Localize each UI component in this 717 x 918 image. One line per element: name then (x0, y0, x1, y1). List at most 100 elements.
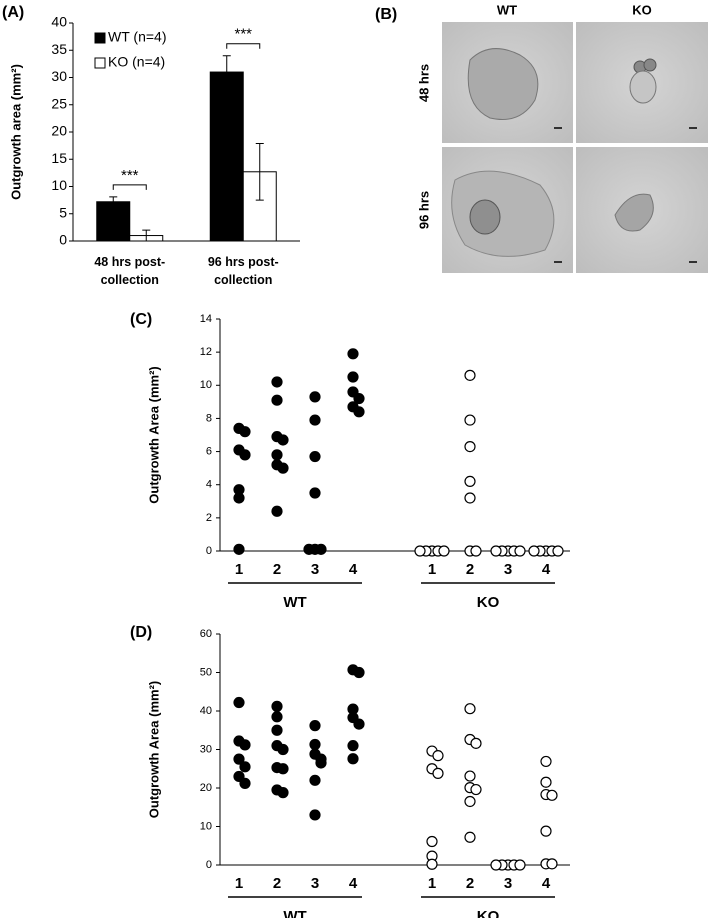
data-point (271, 700, 283, 712)
data-point (303, 543, 315, 555)
data-point (277, 462, 289, 474)
y-tick-label: 35 (51, 41, 67, 57)
data-point (233, 753, 245, 765)
cell-outgrowth (451, 170, 555, 257)
x-tick-label: 4 (542, 875, 551, 892)
y-tick-label: 0 (206, 545, 212, 557)
y-tick-label: 20 (51, 123, 67, 139)
data-point (514, 545, 526, 557)
annotation: *** (234, 26, 252, 43)
data-point (315, 757, 327, 769)
y-tick-label: 15 (51, 150, 67, 166)
x-tick-label: 1 (428, 561, 436, 578)
data-point (233, 696, 245, 709)
data-point (239, 739, 251, 751)
column-label: WT (497, 2, 517, 17)
error-bar (109, 196, 118, 208)
data-point (277, 763, 289, 775)
y-tick-label: 50 (200, 666, 212, 678)
data-point (271, 449, 283, 461)
data-point (464, 492, 476, 504)
error-bar (142, 229, 151, 242)
y-tick-label: 0 (206, 859, 212, 871)
data-point (309, 391, 321, 403)
panel-label: (B) (375, 6, 397, 23)
data-point (309, 738, 321, 751)
data-point (233, 543, 245, 555)
data-point (239, 449, 251, 461)
bar (209, 71, 244, 242)
data-point (514, 859, 526, 871)
x-tick-label: 2 (273, 561, 281, 578)
panel-label: (A) (2, 4, 24, 21)
y-tick-label: 8 (206, 412, 212, 424)
data-point (271, 711, 283, 723)
cell (643, 58, 657, 72)
y-tick-label: 60 (200, 628, 212, 640)
data-point (233, 492, 245, 504)
y-tick-label: 10 (200, 379, 212, 391)
y-tick-label: 40 (51, 14, 67, 30)
data-point (271, 376, 283, 388)
data-point (271, 724, 283, 736)
y-tick-label: 12 (200, 346, 212, 358)
group-label: WT (283, 908, 306, 918)
data-point (277, 434, 289, 446)
y-tick-label: 30 (200, 743, 212, 755)
data-point (432, 750, 444, 762)
data-point (470, 737, 482, 749)
significance-bracket (112, 184, 147, 190)
significance-bracket (226, 43, 261, 49)
cell (469, 199, 501, 235)
x-tick-label: 3 (504, 875, 512, 892)
data-point (239, 426, 251, 438)
data-point (464, 369, 476, 381)
legend-label: WT (n=4) (108, 29, 166, 45)
data-point (271, 394, 283, 406)
data-point (277, 787, 289, 799)
x-tick-label: 4 (349, 561, 358, 578)
error-bar (255, 142, 264, 201)
data-point (426, 858, 438, 870)
data-point (540, 776, 552, 788)
data-point (540, 755, 552, 768)
error-bar (222, 55, 231, 89)
x-tick-label: 2 (466, 561, 474, 578)
data-point (438, 545, 450, 557)
y-tick-label: 10 (51, 177, 67, 193)
data-point (309, 720, 321, 732)
data-point (464, 795, 476, 808)
data-point (490, 545, 502, 557)
y-axis-title: Outgrowth Area (mm²) (146, 681, 161, 818)
data-point (239, 777, 251, 789)
y-tick-label: 14 (200, 313, 212, 325)
column-label: KO (632, 2, 652, 17)
data-point (353, 392, 365, 405)
data-point (309, 450, 321, 463)
x-tick-label: 1 (428, 875, 436, 892)
panel-label: (C) (130, 311, 152, 328)
row-label: 96 hrs (416, 191, 431, 229)
data-point (464, 770, 476, 782)
cell-outgrowth (467, 48, 539, 120)
data-point (432, 767, 444, 779)
x-tick-label: 2 (466, 875, 474, 892)
cell-outgrowth (614, 193, 654, 232)
group-label: WT (283, 594, 306, 611)
y-tick-label: 4 (206, 479, 212, 491)
y-axis-title: Outgrowth Area (mm²) (146, 366, 161, 503)
data-point (233, 770, 245, 783)
data-point (546, 858, 558, 870)
x-tick-label: 1 (235, 875, 243, 892)
data-point (309, 414, 321, 426)
data-point (464, 414, 476, 426)
y-tick-label: 6 (206, 445, 212, 457)
y-tick-label: 40 (200, 705, 212, 717)
y-axis-title: Outgrowth area (mm²) (8, 64, 23, 200)
group-label: KO (477, 908, 500, 918)
y-tick-label: 2 (206, 512, 212, 524)
y-tick-label: 30 (51, 68, 67, 84)
x-tick-label: 3 (504, 561, 512, 578)
data-point (309, 487, 321, 499)
